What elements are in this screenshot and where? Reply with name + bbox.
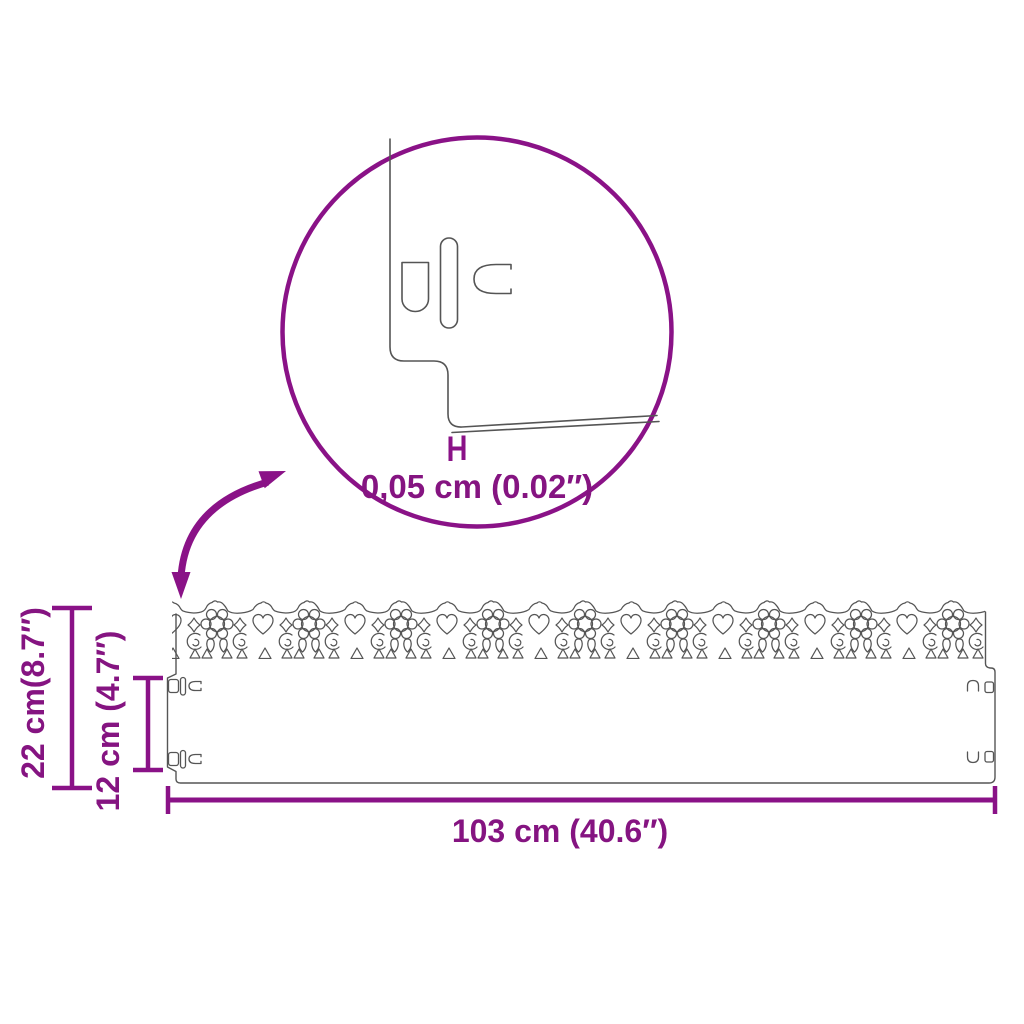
lawn-edging-drawing [166, 600, 996, 784]
detail-sheet-edge [389, 138, 660, 434]
detail-clip-cutout [473, 263, 512, 295]
zoom-detail-circle: 0,05 cm (0.02″) [280, 135, 674, 529]
curved-arrow-icon [171, 471, 286, 599]
lace-pattern-band [172, 600, 985, 659]
dimension-height-total: 22 cm(8.7″) [15, 605, 92, 791]
panel-outline [166, 611, 996, 784]
detail-circle-outline [280, 135, 674, 529]
dimension-height-panel: 12 cm (4.7″) [90, 631, 163, 812]
height-panel-label: 12 cm (4.7″) [90, 631, 126, 812]
connector-left-top [167, 676, 202, 696]
thickness-label: 0,05 cm (0.02″) [361, 468, 593, 505]
height-total-label: 22 cm(8.7″) [15, 607, 51, 779]
detail-slot-cutout [439, 237, 459, 329]
connector-left-bottom [167, 749, 202, 769]
detail-thickness-marker [448, 435, 466, 461]
detail-tab-cutout [401, 261, 430, 313]
connector-right-bottom [966, 750, 995, 764]
connector-right-top [966, 679, 995, 694]
length-label: 103 cm (40.6″) [452, 813, 668, 849]
dimension-length: 103 cm (40.6″) [165, 786, 998, 849]
